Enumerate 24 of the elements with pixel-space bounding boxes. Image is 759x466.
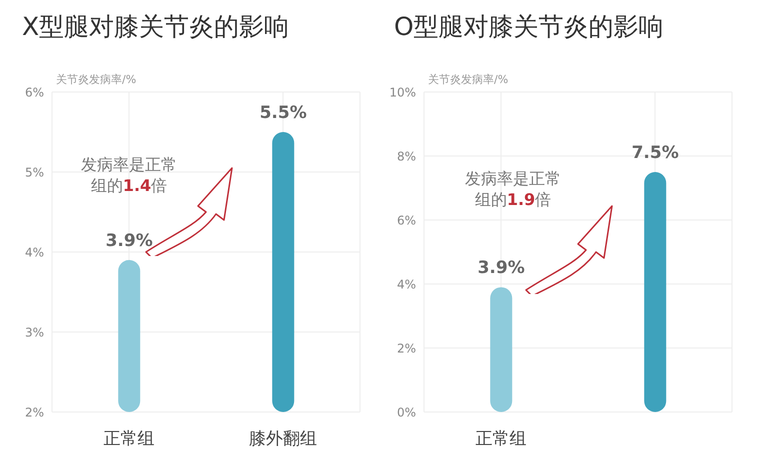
x-tick-label: 膝外翻组 <box>249 429 317 450</box>
y-tick-label: 3% <box>24 325 44 340</box>
annotation: 发病率是正常组的1.9倍 <box>465 169 561 209</box>
y-tick-label: 10% <box>389 85 416 100</box>
y-tick-label: 5% <box>24 165 44 180</box>
chart-title: O型腿对膝关节炎的影响 <box>394 11 664 43</box>
y-tick-label: 4% <box>24 245 44 260</box>
y-tick-label: 6% <box>24 85 44 100</box>
annotation: 发病率是正常组的1.4倍 <box>81 155 177 195</box>
y-tick-label: 0% <box>396 405 416 420</box>
y-tick-label: 2% <box>396 341 416 356</box>
data-label: 3.9% <box>106 231 153 251</box>
y-tick-label: 2% <box>24 405 44 420</box>
x-tick-label: 正常组 <box>104 429 154 450</box>
y-tick-label: 8% <box>396 149 416 164</box>
y-axis-title: 关节炎发病率/% <box>428 72 508 87</box>
data-label: 5.5% <box>260 103 307 123</box>
data-label: 7.5% <box>632 143 679 163</box>
y-tick-label: 6% <box>396 213 416 228</box>
y-tick-label: 4% <box>396 277 416 292</box>
x-tick-label: 正常组 <box>476 429 526 450</box>
chart-title: X型腿对膝关节炎的影响 <box>22 11 290 43</box>
y-axis-title: 关节炎发病率/% <box>56 72 136 87</box>
data-label: 3.9% <box>478 258 525 278</box>
